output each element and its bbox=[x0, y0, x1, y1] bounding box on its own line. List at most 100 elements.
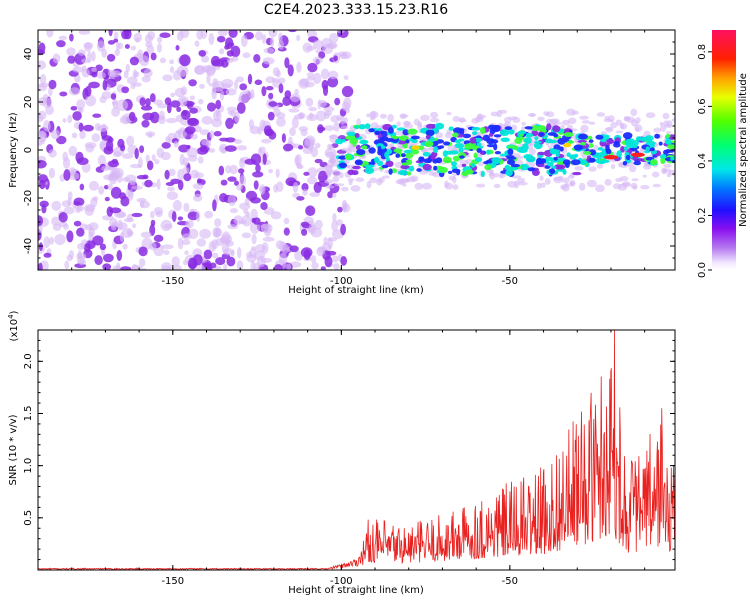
heatmap-signal-blob bbox=[356, 149, 366, 155]
heatmap-noise-blob bbox=[51, 200, 62, 211]
heatmap-noise-blob bbox=[282, 96, 292, 106]
x-tick-label: -100 bbox=[330, 276, 353, 287]
heatmap-noise-blob bbox=[303, 249, 311, 261]
heatmap-noise-blob bbox=[108, 30, 113, 37]
heatmap-halo-blob bbox=[604, 116, 610, 121]
heatmap-noise-blob bbox=[103, 253, 114, 263]
heatmap-noise-blob bbox=[212, 199, 217, 212]
heatmap-noise-blob bbox=[287, 64, 294, 77]
heatmap-halo-blob bbox=[355, 177, 365, 182]
heatmap-noise-blob bbox=[111, 100, 117, 106]
heatmap-noise-blob bbox=[261, 86, 267, 97]
heatmap-noise-blob bbox=[83, 42, 94, 49]
heatmap-noise-blob bbox=[189, 107, 198, 114]
heatmap-signal-blob bbox=[488, 133, 494, 137]
heatmap-signal-blob bbox=[379, 136, 385, 143]
heatmap-noise-blob bbox=[209, 130, 215, 139]
heatmap-noise-blob bbox=[303, 81, 315, 88]
heatmap-noise-blob bbox=[96, 71, 106, 79]
heatmap-noise-blob bbox=[298, 112, 306, 119]
heatmap-noise-blob bbox=[130, 45, 136, 51]
heatmap-noise-blob bbox=[322, 43, 333, 54]
heatmap-noise-blob bbox=[234, 79, 239, 90]
heatmap-noise-blob bbox=[318, 170, 328, 183]
heatmap-noise-blob bbox=[161, 142, 171, 149]
heatmap-signal-blob bbox=[355, 144, 361, 150]
heatmap-noise-blob bbox=[331, 193, 337, 198]
heatmap-noise-blob bbox=[303, 137, 315, 150]
heatmap-halo-blob bbox=[366, 180, 372, 189]
heatmap-noise-blob bbox=[131, 265, 143, 270]
heatmap-noise-blob bbox=[218, 30, 228, 37]
heatmap-noise-blob bbox=[179, 30, 190, 39]
heatmap-noise-blob bbox=[58, 212, 68, 223]
heatmap-halo-blob bbox=[332, 175, 340, 183]
heatmap-noise-blob bbox=[175, 45, 180, 51]
heatmap-noise-blob bbox=[125, 63, 130, 73]
heatmap-signal-blob bbox=[506, 159, 516, 165]
heatmap-noise-blob bbox=[221, 78, 234, 88]
heatmap-signal-blob bbox=[572, 171, 582, 176]
heatmap-halo-blob bbox=[430, 111, 439, 119]
heatmap-halo-blob bbox=[402, 183, 407, 187]
heatmap-noise-blob bbox=[110, 186, 122, 199]
heatmap-noise-blob bbox=[92, 235, 104, 246]
heatmap-noise-blob bbox=[113, 31, 119, 40]
heatmap-halo-blob bbox=[630, 108, 638, 117]
heatmap-noise-blob bbox=[264, 128, 274, 137]
heatmap-signal-blob bbox=[587, 135, 593, 140]
y-tick-label: 0 bbox=[23, 147, 34, 153]
heatmap-noise-blob bbox=[43, 252, 52, 258]
y-tick-label: -20 bbox=[23, 190, 34, 206]
heatmap-noise-blob bbox=[139, 199, 145, 209]
heatmap-signal-blob bbox=[582, 151, 592, 155]
heatmap-noise-blob bbox=[255, 163, 261, 173]
heatmap-noise-blob bbox=[181, 239, 191, 246]
heatmap-noise-blob bbox=[133, 82, 142, 87]
colorbar-gradient bbox=[712, 30, 736, 270]
heatmap-halo-blob bbox=[493, 183, 501, 189]
heatmap-signal-blob bbox=[480, 170, 485, 178]
heatmap-noise-blob bbox=[262, 34, 267, 44]
heatmap-noise-blob bbox=[109, 70, 122, 77]
heatmap-halo-blob bbox=[539, 175, 544, 181]
heatmap-noise-blob bbox=[322, 84, 329, 97]
heatmap-halo-blob bbox=[596, 112, 606, 117]
heatmap-noise-blob bbox=[45, 105, 54, 115]
heatmap-signal-blob bbox=[425, 134, 431, 140]
heatmap-signal-blob bbox=[556, 164, 566, 170]
heatmap-noise-blob bbox=[88, 222, 99, 231]
heatmap-noise-blob bbox=[154, 159, 160, 165]
heatmap-noise-blob bbox=[176, 65, 189, 77]
heatmap-signal-blob bbox=[438, 145, 445, 149]
heatmap-noise-blob bbox=[265, 86, 274, 91]
heatmap-signal-blob bbox=[422, 152, 431, 157]
heatmap-signal-blob bbox=[374, 156, 379, 163]
heatmap-signal-blob bbox=[358, 124, 366, 130]
heatmap-signal-blob bbox=[640, 136, 649, 142]
heatmap-noise-blob bbox=[172, 200, 182, 211]
heatmap-noise-blob bbox=[133, 32, 142, 43]
heatmap-signal-blob bbox=[504, 164, 511, 170]
heatmap-halo-blob bbox=[651, 171, 660, 178]
heatmap-noise-blob bbox=[206, 73, 211, 85]
heatmap-noise-blob bbox=[203, 249, 213, 260]
heatmap-noise-blob bbox=[163, 249, 170, 256]
heatmap-noise-blob bbox=[229, 208, 238, 214]
heatmap-noise-blob bbox=[48, 86, 53, 97]
x-tick-label: -50 bbox=[502, 276, 518, 287]
heatmap-halo-blob bbox=[447, 144, 457, 152]
heatmap-signal-blob bbox=[588, 157, 595, 163]
heatmap-halo-blob bbox=[544, 178, 551, 185]
heatmap-noise-blob bbox=[116, 250, 123, 261]
heatmap-halo-blob bbox=[595, 184, 605, 193]
heatmap-signal-blob bbox=[493, 134, 502, 138]
heatmap-signal-blob bbox=[472, 131, 478, 136]
heatmap-noise-blob bbox=[320, 68, 330, 80]
heatmap-noise-blob bbox=[63, 223, 69, 230]
heatmap-noise-blob bbox=[189, 95, 196, 101]
heatmap-noise-blob bbox=[290, 93, 301, 103]
heatmap-noise-blob bbox=[275, 168, 280, 178]
heatmap-signal-blob bbox=[451, 168, 461, 173]
